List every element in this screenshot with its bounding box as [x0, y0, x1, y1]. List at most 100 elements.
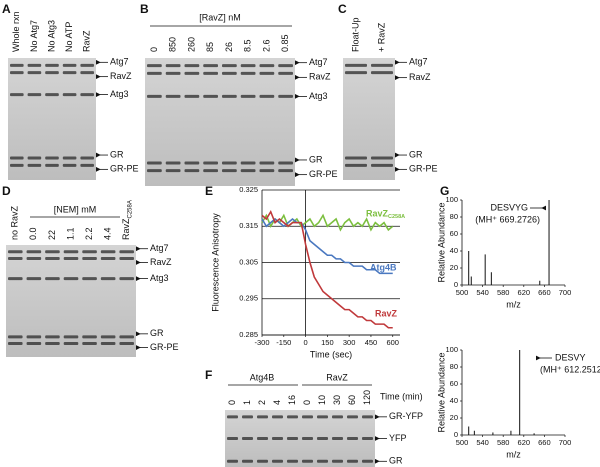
gel-band [26, 250, 42, 254]
lane-label: 10 [317, 395, 327, 405]
band-label: Atg7 [409, 57, 428, 67]
gel-band [62, 93, 77, 97]
band-label: GR-PE [409, 164, 438, 174]
x-axis-label: m/z [506, 449, 521, 459]
band-label: Atg7 [150, 243, 169, 253]
gel-band [100, 342, 116, 346]
gel-band [332, 437, 343, 440]
gel-band [27, 63, 42, 67]
gel-band [222, 94, 237, 98]
panel-letter: E [205, 184, 213, 198]
lane-label: 8.5 [243, 39, 253, 52]
gel-band [222, 64, 237, 68]
gel-band [45, 256, 60, 260]
gel-band [347, 459, 358, 463]
x-tick-label: 620 [518, 288, 531, 297]
gel-band [272, 437, 283, 440]
gel-band [362, 437, 373, 440]
x-tick-label: 0 [303, 338, 307, 347]
lane-label: 22 [47, 230, 57, 240]
y-tick-label: 0.285 [239, 330, 258, 339]
gel-band [184, 71, 200, 75]
gel-band [371, 163, 393, 167]
gel-band [240, 94, 256, 98]
gel-band [147, 161, 162, 165]
series-line [261, 209, 393, 329]
gel-band [222, 169, 237, 173]
gel-band [278, 71, 293, 75]
gel-header: [RavZ] nM [199, 12, 241, 22]
y-tick-label: 60 [450, 379, 458, 388]
gel-band [45, 93, 59, 97]
gel-band [332, 459, 343, 463]
gel-band [45, 250, 60, 254]
lane-label: Whole rxn [11, 11, 21, 52]
band-label: GR-PE [150, 342, 179, 352]
y-tick-label: 0.315 [239, 221, 258, 230]
gel-band [147, 94, 162, 98]
y-tick-label: 0.295 [239, 294, 258, 303]
gel-band [119, 250, 134, 254]
gel-band [203, 161, 218, 165]
band-label: GR [110, 149, 124, 159]
series-label: Atg4B [370, 262, 397, 272]
gel-band [317, 437, 328, 440]
gel-band [26, 335, 42, 339]
gel-band [184, 64, 200, 68]
x-tick-label: 620 [518, 438, 531, 447]
lane-label: 2.6 [261, 39, 271, 52]
gel-band [8, 335, 23, 339]
panel-letter: F [205, 368, 212, 382]
band-label: Atg7 [110, 57, 129, 67]
gel-band [62, 63, 77, 67]
lane-label: 120 [362, 390, 372, 405]
gel-band [45, 71, 59, 75]
band-label: GR-PE [110, 164, 139, 174]
gel-band [119, 256, 134, 260]
lane-label: Float-Up [350, 17, 360, 52]
gel-band [259, 94, 275, 98]
gel-band [272, 415, 283, 419]
y-axis-label: Relative Abundance [436, 352, 446, 432]
gel-band [119, 277, 134, 281]
gel-band [10, 71, 24, 75]
gel-band [63, 342, 79, 346]
gel-band [8, 256, 23, 260]
gel-band [184, 161, 200, 165]
band-label: YFP [389, 433, 407, 443]
lane-label: 85 [205, 42, 215, 52]
gel-band [345, 156, 367, 160]
band-label: Atg7 [309, 57, 328, 67]
annotation-detail: (MH⁺ 612.2512) [540, 364, 600, 374]
lane-label: 1 [242, 400, 252, 405]
gel-band [222, 161, 237, 165]
lane-label: 30 [332, 395, 342, 405]
x-tick-label: 150 [321, 338, 334, 347]
gel-band [8, 277, 23, 281]
x-tick-label: -150 [276, 338, 291, 347]
x-tick-label: 660 [538, 288, 551, 297]
time-label: Time (min) [380, 391, 423, 401]
x-axis-label: Time (sec) [310, 349, 352, 359]
gel-band [63, 335, 79, 339]
gel-band [27, 156, 42, 160]
panel-letter: G [440, 184, 449, 198]
gel-band [80, 63, 94, 67]
gel-band [147, 71, 162, 75]
gel-band [119, 335, 134, 339]
band-label: RavZ [110, 71, 132, 81]
gel-band [8, 250, 23, 254]
gel-band [8, 342, 23, 346]
lane-label: 2 [257, 400, 267, 405]
gel-band [100, 277, 116, 281]
gel-band [147, 64, 162, 68]
series-label: RavZ [375, 308, 398, 318]
gel-band [119, 342, 134, 346]
gel-band [272, 459, 283, 463]
x-tick-label: 500 [456, 288, 469, 297]
gel-band [302, 459, 313, 463]
gel-band [27, 163, 42, 167]
band-label: RavZ [309, 72, 331, 82]
gel-band [242, 459, 253, 463]
